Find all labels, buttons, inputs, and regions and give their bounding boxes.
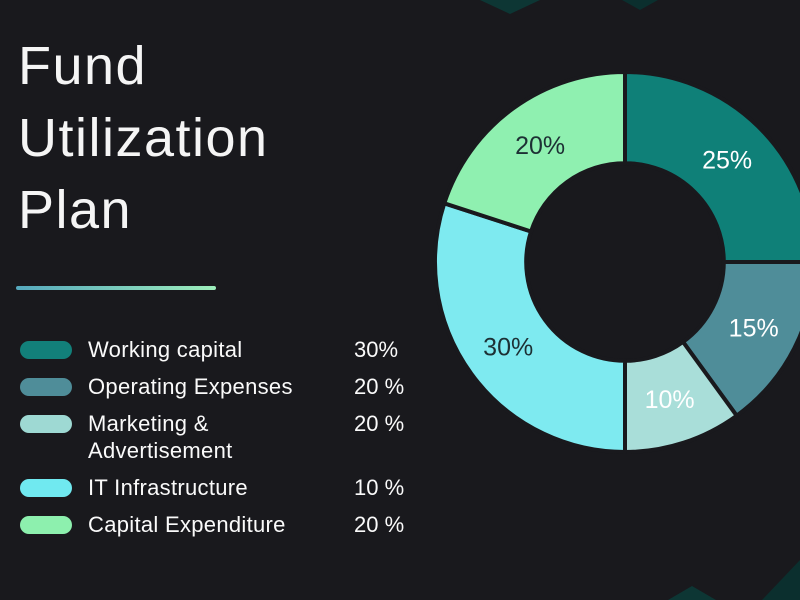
legend-label: Capital Expenditure xyxy=(88,512,286,537)
legend-value: 20 % xyxy=(354,411,405,436)
legend-label: Marketing & Advertisement xyxy=(88,411,233,463)
decor-triangle-bottom-right xyxy=(762,560,800,600)
legend-value: 20 % xyxy=(354,374,405,399)
page-title: Fund Utilization Plan xyxy=(18,30,269,246)
title-underline-accent xyxy=(16,286,216,290)
donut-segment xyxy=(623,70,800,264)
donut-segment-label: 25% xyxy=(702,147,752,175)
donut-segment xyxy=(442,70,627,234)
donut-segment-label: 30% xyxy=(483,334,533,362)
decor-triangle-top-center xyxy=(480,0,540,14)
legend-swatch xyxy=(20,516,72,534)
decor-triangle-bottom xyxy=(668,586,716,600)
donut-segment xyxy=(433,201,627,454)
legend-item: Operating Expenses 20 % xyxy=(20,373,422,400)
decor-triangle-top-right xyxy=(622,0,658,10)
legend-label: Operating Expenses xyxy=(88,374,293,399)
chart-legend: Working capital 30% Operating Expenses 2… xyxy=(20,336,422,548)
legend-swatch xyxy=(20,479,72,497)
donut-segment-label: 10% xyxy=(645,386,695,414)
legend-swatch xyxy=(20,341,72,359)
legend-label: Working capital xyxy=(88,337,243,362)
legend-swatch xyxy=(20,378,72,396)
legend-label: IT Infrastructure xyxy=(88,475,248,500)
donut-segment-label: 15% xyxy=(729,314,779,342)
legend-value: 20 % xyxy=(354,512,405,537)
legend-value: 10 % xyxy=(354,475,405,500)
legend-item: IT Infrastructure 10 % xyxy=(20,474,422,501)
title-line: Fund xyxy=(18,36,148,96)
donut-chart: 25% 15% 10% 30% 20% xyxy=(430,62,800,466)
legend-item: Working capital 30% xyxy=(20,336,422,363)
legend-item: Capital Expenditure 20 % xyxy=(20,511,422,538)
donut-chart-svg: 25% 15% 10% 30% 20% xyxy=(433,70,800,454)
donut-segment-label: 20% xyxy=(515,132,565,160)
title-line: Plan xyxy=(18,180,133,240)
legend-value: 30% xyxy=(354,337,399,362)
title-line: Utilization xyxy=(18,108,269,168)
legend-item: Marketing & Advertisement 20 % xyxy=(20,410,422,464)
legend-swatch xyxy=(20,415,72,433)
